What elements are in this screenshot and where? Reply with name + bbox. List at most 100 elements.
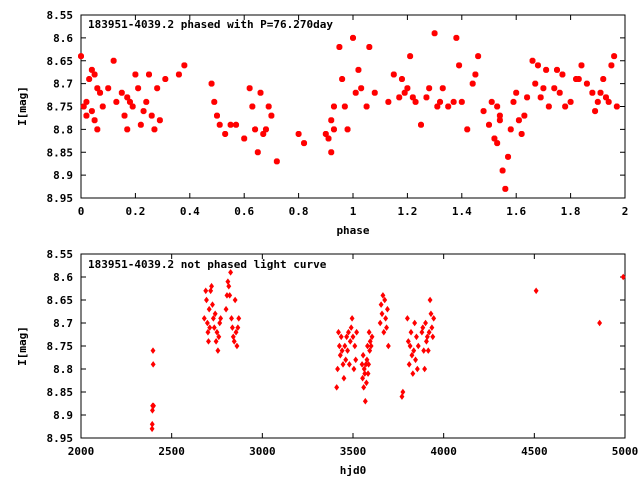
phased-y-tick-label: 8.6 [53,32,73,45]
phased-data-point [515,117,522,124]
phased-data-point [135,85,142,92]
unphased-data-point [347,338,353,345]
unphased-data-point [214,328,220,336]
unphased-y-tick-label: 8.95 [47,432,74,445]
phased-x-tick-label: 0.8 [289,205,309,218]
phased-data-point [494,103,501,110]
phased-data-point [613,103,620,110]
phased-data-point [137,121,144,128]
phased-y-tick-label: 8.8 [53,123,73,136]
phased-data-point [480,108,487,115]
unphased-data-point [227,292,233,299]
phased-data-point [265,103,272,110]
phased-data-point [86,76,93,83]
phased-data-point [341,103,348,110]
unphased-data-point [378,301,384,308]
phased-y-tick-label: 8.7 [53,78,73,91]
phased-data-point [437,98,444,105]
phased-data-point [608,62,615,69]
phased-data-point [175,71,182,78]
unphased-data-point [364,356,370,364]
unphased-data-point [368,342,374,350]
phased-data-point [491,135,498,142]
unphased-data-point [363,379,369,387]
unphased-data-point [415,342,421,350]
phased-y-tick-label: 8.65 [47,55,74,68]
unphased-data-point [431,315,437,322]
phased-data-point [208,80,215,87]
phased-data-point [556,89,563,96]
phased-x-tick-label: 2 [622,205,629,218]
unphased-data-point [385,305,390,313]
phased-data-point [350,34,356,41]
phased-data-point [398,76,405,83]
phased-data-point [222,130,229,137]
unphased-data-point [427,296,433,304]
phased-data-point [330,103,337,110]
phased-data-point [94,85,101,92]
phased-data-point [529,57,536,64]
phased-data-point [216,121,223,128]
phased-data-point [140,108,147,115]
phased-data-point [371,89,378,96]
unphased-data-point [425,347,431,354]
phased-x-tick-label: 1.2 [397,205,417,218]
unphased-data-point [233,328,239,336]
phased-data-point [575,76,582,83]
phased-data-point [521,112,528,119]
phased-data-point [472,71,479,78]
phased-data-point [426,85,433,92]
phased-data-point [88,66,95,73]
phased-data-point [592,108,599,115]
phased-data-point [325,135,332,142]
unphased-data-point [381,328,387,336]
phased-data-point [126,98,133,105]
phased-data-point [83,112,90,119]
unphased-data-point [342,342,348,350]
phased-data-point [146,71,152,78]
unphased-y-tick-label: 8.75 [47,340,74,353]
phased-data-point [181,62,188,69]
phased-data-point [450,98,457,105]
unphased-data-point [412,319,418,327]
phased-data-point [602,94,609,101]
phased-data-point [363,103,370,110]
phased-data-point [328,117,335,124]
phased-data-point [330,126,337,133]
phased-data-point [537,94,544,101]
phased-data-point [404,85,411,92]
unphased-data-point [231,338,237,345]
unphased-data-point [346,361,352,368]
unphased-data-point [215,347,221,354]
phased-data-point [589,89,596,96]
unphased-data-point [226,282,232,290]
unphased-data-point [206,305,212,313]
phased-data-point [434,103,441,110]
phased-y-tick-label: 8.9 [53,169,73,182]
phased-data-point [162,76,169,83]
unphased-data-point [384,324,389,331]
unphased-data-point [348,324,354,331]
unphased-data-point [229,315,234,322]
phased-data-point [578,62,585,69]
unphased-data-point [218,315,224,322]
unphased-data-point [409,351,415,359]
unphased-data-point [149,407,155,414]
unphased-x-tick-label: 2500 [158,445,185,458]
unphased-data-point [419,328,425,336]
unphased-data-point [344,333,350,341]
phased-data-point [322,130,329,137]
phased-data-point [94,126,101,133]
unphased-data-point [423,319,428,327]
unphased-y-tick-label: 8.6 [53,271,73,284]
unphased-y-tick-label: 8.8 [53,363,73,376]
unphased-data-point [430,333,436,341]
phased-light-curve-panel: 183951-4039.2 phased with P=76.270day ph… [16,9,628,237]
phased-data-point [456,62,463,69]
phased-x-tick-label: 1 [350,205,357,218]
phased-data-point [80,103,87,110]
unphased-data-point [234,342,240,350]
unphased-data-point [341,374,347,382]
phased-y-tick-label: 8.95 [47,192,74,205]
